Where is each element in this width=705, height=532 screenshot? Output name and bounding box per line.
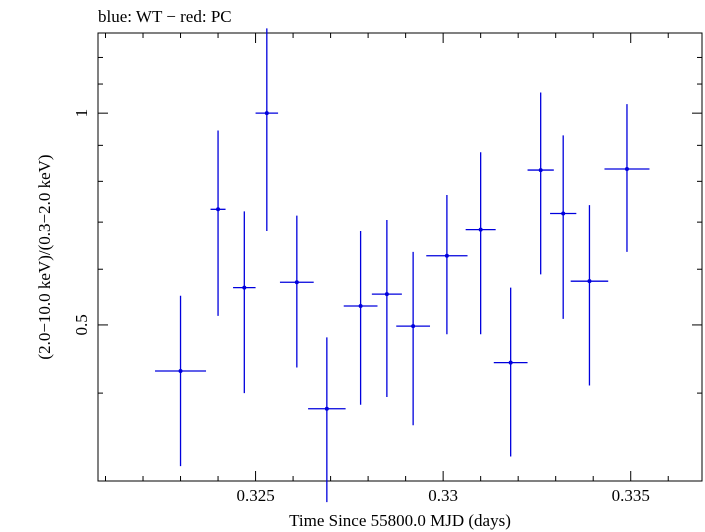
x-axis: 0.325 0.33 0.335 xyxy=(105,33,669,505)
data-point xyxy=(570,205,609,386)
point-marker xyxy=(384,292,389,297)
data-point xyxy=(550,135,577,319)
data-point xyxy=(527,92,554,275)
data-point xyxy=(604,104,650,252)
data-point xyxy=(233,211,256,394)
x-tick-label: 0.325 xyxy=(236,486,274,505)
point-marker xyxy=(216,207,221,212)
y-axis-label: (2.0−10.0 keV)/(0.3−2.0 keV) xyxy=(35,154,54,359)
data-point xyxy=(210,130,226,316)
point-marker xyxy=(624,166,629,171)
data-point xyxy=(396,251,431,426)
data-point xyxy=(279,215,314,368)
data-point xyxy=(255,28,279,231)
point-marker xyxy=(587,279,592,284)
plot-frame xyxy=(97,32,703,482)
point-marker xyxy=(444,253,449,258)
data-point xyxy=(493,287,528,457)
point-marker xyxy=(242,285,247,290)
data-point xyxy=(465,152,496,335)
point-marker xyxy=(358,303,363,308)
x-tick-label: 0.335 xyxy=(612,486,650,505)
x-tick-label: 0.33 xyxy=(428,486,458,505)
point-marker xyxy=(478,227,483,232)
point-marker xyxy=(324,406,329,411)
data-points xyxy=(155,28,650,503)
point-marker xyxy=(508,360,513,365)
data-point xyxy=(371,219,402,397)
point-marker xyxy=(538,168,543,173)
data-point xyxy=(426,195,468,335)
x-axis-label: Time Since 55800.0 MJD (days) xyxy=(289,511,511,530)
y-axis: 0.51 xyxy=(72,32,702,482)
y-tick-label: 1 xyxy=(72,109,91,118)
data-point xyxy=(343,230,378,405)
point-marker xyxy=(561,211,566,216)
data-point xyxy=(308,337,346,503)
point-marker xyxy=(264,111,269,116)
chart-title: blue: WT − red: PC xyxy=(98,7,232,26)
y-tick-label: 0.5 xyxy=(72,314,91,335)
point-marker xyxy=(178,369,183,374)
point-marker xyxy=(411,324,416,329)
point-marker xyxy=(294,280,299,285)
data-point xyxy=(155,295,207,467)
